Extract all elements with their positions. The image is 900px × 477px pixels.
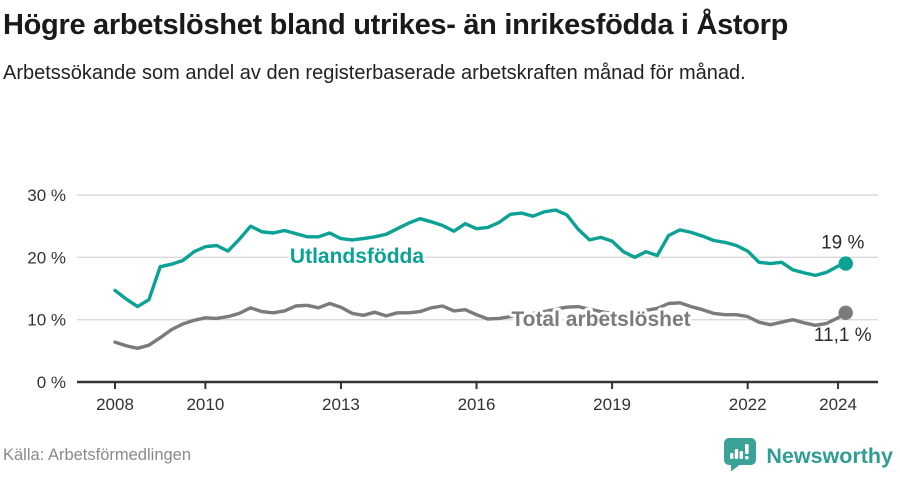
x-tick-label: 2013 — [322, 395, 360, 414]
newsworthy-wordmark: Newsworthy — [766, 444, 893, 468]
series-line-utlandsfodda — [113, 208, 848, 309]
newsworthy-speech-bubble-bar-chart-icon — [722, 436, 758, 477]
series-label-utlandsfodda: Utlandsfödda — [290, 245, 424, 268]
series-end-dot-total-arbetsloshet — [838, 305, 853, 321]
y-tick-label: 30 % — [27, 186, 66, 205]
series-end-dot-utlandsfodda — [838, 256, 853, 271]
x-tick-label: 2019 — [593, 395, 631, 414]
page-title: Högre arbetslöshet bland utrikes- än inr… — [3, 9, 789, 41]
newsworthy-logo: Newsworthy — [722, 436, 893, 477]
y-tick-label: 10 % — [27, 311, 66, 330]
x-tick-label: 2008 — [96, 395, 134, 414]
series-line-total-arbetsloshet — [113, 301, 848, 350]
y-tick-label: 0 % — [37, 373, 66, 392]
chart-header: Högre arbetslöshet bland utrikes- än inr… — [3, 2, 893, 88]
x-tick-label: 2016 — [458, 395, 496, 414]
source-note: Källa: Arbetsförmedlingen — [3, 446, 192, 464]
page-subtitle: Arbetssökande som andel av den registerb… — [3, 62, 746, 84]
series-label-total-arbetsloshet: Total arbetslöshet — [511, 308, 690, 331]
x-tick-label: 2022 — [729, 395, 767, 414]
y-tick-label: 20 % — [27, 248, 66, 267]
x-tick-label: 2024 — [819, 395, 857, 414]
x-tick-label: 2010 — [186, 395, 224, 414]
end-value-label-total-arbetsloshet: 11,1 % — [814, 325, 872, 346]
end-value-label-utlandsfodda: 19 % — [821, 233, 864, 254]
